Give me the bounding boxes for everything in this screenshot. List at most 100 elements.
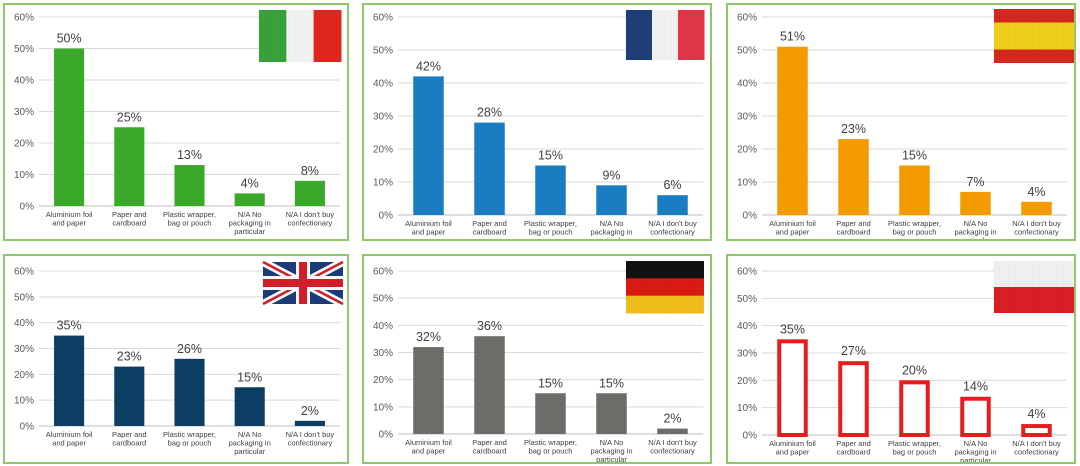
- data-label: 35%: [780, 322, 805, 336]
- bar: [294, 180, 325, 206]
- category-label-line: and paper: [52, 439, 86, 448]
- category-label-line: confectionary: [650, 447, 695, 456]
- category-label-line: Plastic wrapper,: [888, 219, 941, 228]
- bar: [474, 336, 505, 434]
- category-label-line: N/A I don't buy: [1012, 219, 1061, 228]
- category-label-line: confectionary: [1014, 228, 1059, 237]
- category-label-line: Paper and: [472, 438, 507, 447]
- y-tick-label: 60%: [737, 13, 757, 24]
- chart-svg: 0% 10% 20% 30% 40% 50% 60% 32% Aluminium foil and…: [373, 261, 704, 462]
- category-label-line: Paper and: [112, 210, 147, 219]
- data-label: 26%: [177, 342, 202, 356]
- italy-flag: [258, 10, 342, 62]
- category-label: Plastic wrapper, bag or pouch: [888, 219, 941, 237]
- data-label: 27%: [841, 344, 866, 358]
- y-tick-label: 50%: [373, 46, 393, 57]
- category-label-line: Aluminium foil: [46, 210, 93, 219]
- category-label: N/A I don't buy confectionary: [286, 210, 335, 228]
- category-label: Plastic wrapper, bag or pouch: [163, 210, 216, 228]
- category-label-line: N/A No: [600, 219, 624, 228]
- category-label-line: Plastic wrapper,: [524, 438, 577, 447]
- france-flag: [625, 10, 705, 60]
- data-label: 28%: [477, 106, 502, 120]
- bar: [474, 122, 505, 215]
- category-label-line: N/A I don't buy: [648, 438, 697, 447]
- category-label-line: cardboard: [837, 448, 871, 457]
- bar: [234, 193, 265, 206]
- bar: [657, 195, 688, 215]
- data-label: 42%: [416, 59, 441, 73]
- category-label: Paper and cardboard: [836, 219, 871, 237]
- y-tick-label: 60%: [14, 267, 34, 278]
- category-label: Aluminium foil and paper: [769, 439, 816, 457]
- y-tick-label: 60%: [14, 13, 34, 24]
- y-tick-label: 20%: [14, 370, 34, 381]
- data-label: 6%: [663, 178, 681, 192]
- flag-stripe: [626, 10, 653, 60]
- data-label: 35%: [57, 319, 82, 333]
- category-label-line: particular: [960, 236, 991, 239]
- category-label-line: N/A I don't buy: [1012, 439, 1061, 448]
- spain-flag: [993, 9, 1074, 63]
- chart-svg: 0% 10% 20% 30% 40% 50% 60% 42% Aluminium foil and…: [373, 10, 705, 239]
- category-label-line: bag or pouch: [529, 228, 573, 237]
- category-label: Plastic wrapper, bag or pouch: [163, 430, 216, 448]
- y-tick-label: 10%: [14, 170, 34, 181]
- category-label: Paper and cardboard: [472, 219, 507, 237]
- bar: [1021, 424, 1052, 437]
- data-label: 9%: [602, 168, 620, 182]
- bar: [234, 387, 265, 426]
- flag-stripe: [626, 295, 704, 314]
- flag-stripe: [652, 10, 679, 60]
- data-label: 50%: [57, 32, 82, 46]
- y-tick-label: 0%: [743, 211, 758, 222]
- category-label-line: N/A I don't buy: [286, 210, 335, 219]
- y-tick-label: 30%: [14, 107, 34, 118]
- category-label: Aluminium foil and paper: [46, 210, 93, 228]
- y-tick-label: 10%: [373, 178, 393, 189]
- bar: [899, 165, 930, 215]
- chart-panel-uk: 0% 10% 20% 30% 40% 50% 60% 35% Aluminium foil and…: [3, 254, 349, 464]
- y-tick-label: 10%: [737, 403, 757, 414]
- category-label-line: Plastic wrapper,: [888, 439, 941, 448]
- chart-svg: 0% 10% 20% 30% 40% 50% 60% 35% Aluminium foil and…: [737, 261, 1074, 462]
- data-label: 4%: [1027, 407, 1045, 421]
- y-tick-label: 0%: [20, 422, 35, 433]
- chart-panel-italy: 0% 10% 20% 30% 40% 50% 60% 50% Aluminium foil and…: [3, 3, 349, 241]
- category-label-line: N/A No: [238, 430, 262, 439]
- category-label: Paper and cardboard: [112, 210, 147, 228]
- category-label-line: particular: [960, 456, 991, 462]
- category-label-line: and paper: [52, 219, 86, 228]
- bar: [777, 46, 808, 216]
- bar: [960, 191, 991, 215]
- category-label-line: particular: [234, 447, 265, 456]
- chart-svg: 0% 10% 20% 30% 40% 50% 60% 50% Aluminium foil and…: [14, 10, 342, 236]
- data-label: 20%: [902, 363, 927, 377]
- category-label-line: N/A I don't buy: [286, 430, 335, 439]
- category-label-line: packaging in: [229, 219, 271, 228]
- bar: [1021, 201, 1052, 215]
- category-label-line: Aluminium foil: [769, 439, 816, 448]
- flag-cross-red: [263, 279, 343, 287]
- data-label: 4%: [1027, 185, 1045, 199]
- category-label-line: cardboard: [837, 228, 871, 237]
- y-tick-label: 0%: [743, 431, 758, 442]
- y-tick-label: 10%: [737, 178, 757, 189]
- bar: [535, 165, 566, 215]
- bar: [535, 393, 566, 434]
- bar: [114, 127, 145, 206]
- bar: [294, 420, 325, 426]
- data-label: 13%: [177, 148, 202, 162]
- data-label: 23%: [841, 122, 866, 136]
- category-label-line: packaging in: [229, 439, 271, 448]
- y-tick-label: 50%: [737, 46, 757, 57]
- category-label-line: Paper and: [836, 219, 871, 228]
- category-label-line: Paper and: [112, 430, 147, 439]
- y-tick-label: 0%: [379, 430, 394, 441]
- bar: [899, 380, 930, 438]
- y-tick-label: 60%: [737, 267, 757, 278]
- category-label-line: bag or pouch: [893, 228, 937, 237]
